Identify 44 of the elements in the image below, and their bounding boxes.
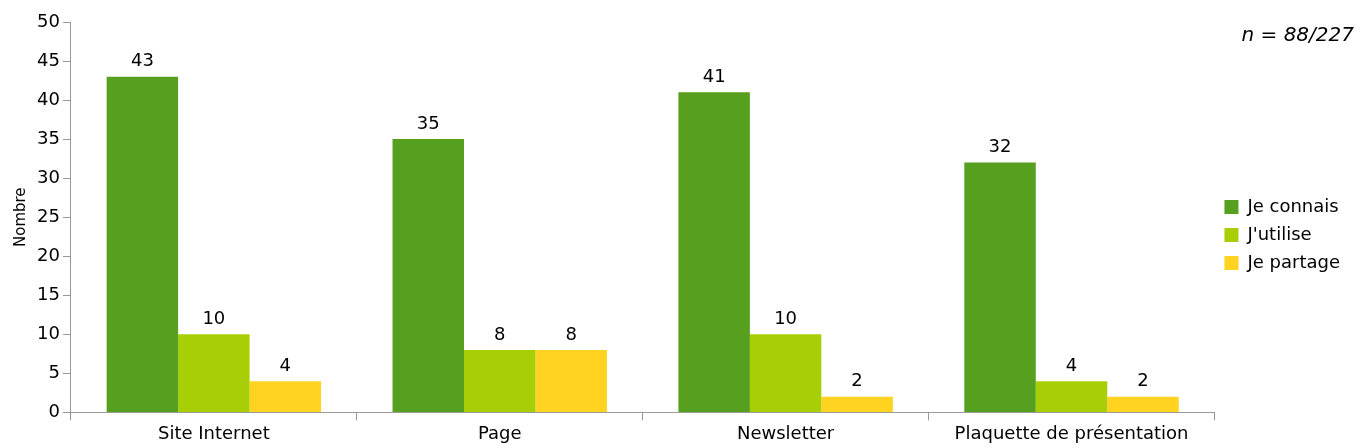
y-tick-label: 30: [37, 165, 60, 187]
bar: [535, 349, 607, 412]
bar: [678, 92, 750, 412]
y-tick-label: 5: [48, 361, 60, 383]
data-label: 43: [130, 49, 154, 71]
y-tick-label: 35: [37, 126, 60, 148]
bar: [392, 139, 464, 412]
bar: [106, 76, 179, 412]
bar: [464, 349, 536, 412]
y-tick-label: 10: [37, 321, 60, 343]
x-tick-label: Site Internet: [157, 421, 270, 443]
data-label: 35: [416, 111, 440, 133]
x-tick-label: Newsletter: [736, 421, 835, 443]
data-label: 4: [1065, 353, 1078, 375]
bar: [249, 381, 322, 412]
data-label: 10: [774, 306, 798, 328]
data-label: 2: [1137, 369, 1149, 391]
y-tick-label: 20: [37, 243, 60, 265]
y-tick-label: 50: [37, 9, 60, 31]
text: n = 88/227: [1241, 22, 1355, 47]
y-tick-label: 0: [48, 400, 60, 422]
legend-label: Je partage: [1246, 250, 1341, 272]
data-label: 10: [202, 306, 226, 328]
bar: [821, 396, 893, 412]
bar: [964, 162, 1036, 412]
data-label: 41: [702, 64, 726, 86]
data-label: 8: [565, 322, 577, 344]
legend-label: J'utilise: [1246, 222, 1312, 244]
data-label: 2: [851, 369, 863, 391]
y-tick-label: 45: [37, 48, 60, 70]
bar: [178, 334, 250, 412]
y-tick-label: 15: [37, 282, 60, 304]
legend-label: Je connais: [1246, 194, 1339, 216]
x-tick-label: Page: [477, 421, 522, 443]
y-tick-label: 25: [37, 204, 60, 226]
y-axis-title: Nombre: [10, 187, 29, 247]
y-tick-label: 40: [37, 87, 60, 109]
data-label: 32: [988, 135, 1012, 157]
bar: [1035, 381, 1108, 412]
data-label: 4: [279, 353, 292, 375]
x-tick-label: Plaquette de présentation: [954, 421, 1189, 443]
bar: [749, 334, 822, 412]
bar: [1107, 396, 1179, 412]
data-label: 8: [494, 322, 506, 344]
